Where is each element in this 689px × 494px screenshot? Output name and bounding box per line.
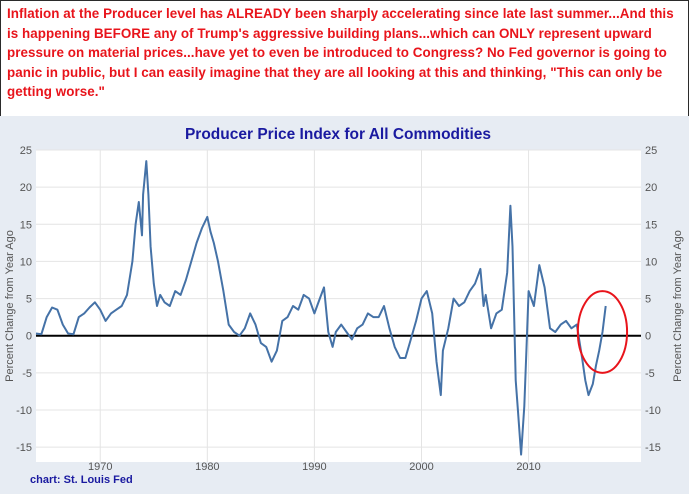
- y-tick-label-left: 5: [26, 294, 32, 306]
- x-tick-label: 2010: [516, 461, 540, 473]
- y-axis-label-right: Percent Change from Year Ago: [672, 230, 684, 382]
- ppi-series-line: [35, 160, 607, 456]
- y-tick-label-left: 0: [26, 331, 32, 343]
- y-tick-label-right: 5: [645, 294, 651, 306]
- y-axis-label-left: Percent Change from Year Ago: [4, 230, 16, 382]
- y-tick-label-left: 20: [20, 182, 32, 194]
- x-tick-label: 2000: [409, 461, 433, 473]
- x-tick-label: 1980: [195, 461, 219, 473]
- headline-caption: Inflation at the Producer level has ALRE…: [7, 6, 674, 99]
- y-tick-label-right: 25: [645, 145, 657, 157]
- y-tick-label-right: 15: [645, 219, 657, 231]
- source-credit: chart: St. Louis Fed: [30, 474, 133, 486]
- x-tick-label: 1990: [302, 461, 326, 473]
- recent-spike-highlight-circle: [576, 290, 629, 374]
- y-tick-label-left: -15: [16, 442, 32, 454]
- chart-title: Producer Price Index for All Commodities: [185, 126, 491, 143]
- y-tick-label-left: 15: [20, 219, 32, 231]
- y-tick-label-right: -5: [645, 368, 655, 380]
- y-tick-label-left: 10: [20, 256, 32, 268]
- y-tick-label-right: -10: [645, 405, 661, 417]
- y-tick-label-right: -15: [645, 442, 661, 454]
- y-tick-label-right: 20: [645, 182, 657, 194]
- axis-ticks: 25 25 20 20 15 15 10 10 5 5 0 0 -5 -5 -10 -10 -15 -15 1970…: [16, 145, 661, 473]
- x-tick-label: 1970: [88, 461, 112, 473]
- y-tick-label-left: -10: [16, 405, 32, 417]
- plot-area: [36, 150, 641, 462]
- y-tick-label-right: 10: [645, 256, 657, 268]
- y-tick-label-right: 0: [645, 331, 651, 343]
- y-tick-label-left: 25: [20, 145, 32, 157]
- y-tick-label-left: -5: [22, 368, 32, 380]
